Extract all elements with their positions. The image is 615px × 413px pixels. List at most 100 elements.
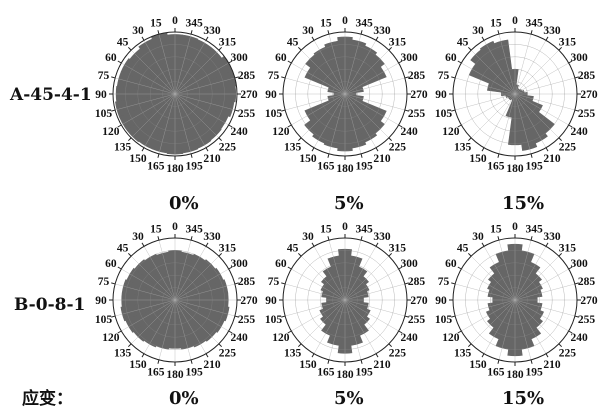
- rose-tick: [141, 353, 145, 358]
- rose-spoke: [143, 299, 176, 354]
- rose-spoke: [115, 299, 176, 317]
- rose-angle-label: 75: [98, 70, 110, 82]
- rose-tick: [467, 252, 472, 257]
- rose-angle-label: 30: [302, 231, 314, 243]
- rose-angle-label: 0: [342, 15, 348, 27]
- rose-angle-label: 90: [435, 295, 447, 307]
- rose-tick: [190, 153, 193, 158]
- rose-angle-label: 0: [172, 221, 178, 233]
- rose-tick: [457, 124, 462, 128]
- rose-spoke: [514, 93, 560, 139]
- rose-tick: [388, 137, 393, 142]
- rose-spoke: [143, 40, 176, 95]
- rose-angle-label: 15: [320, 224, 332, 236]
- rose-tick: [375, 36, 379, 41]
- rose-spoke: [174, 240, 192, 301]
- rose-tick: [545, 36, 549, 41]
- rose-ring: [477, 56, 553, 132]
- rose-angle-label: 315: [389, 37, 407, 49]
- rose-angle-label: 270: [580, 295, 598, 307]
- rose-angle-label: 270: [410, 89, 428, 101]
- rose-spoke: [300, 255, 346, 301]
- rose-angle-label: 300: [230, 52, 248, 64]
- rose-tick: [497, 359, 500, 364]
- rose-spoke: [291, 62, 346, 95]
- rose-tick: [311, 353, 315, 358]
- rose-tick: [497, 30, 500, 35]
- rose-spoke: [130, 299, 176, 345]
- rose-angle-label: 120: [272, 126, 290, 138]
- rose-spoke: [174, 93, 192, 154]
- rose-spoke: [174, 299, 229, 332]
- rose-tick: [234, 315, 239, 318]
- rose-tick: [568, 266, 573, 270]
- rose-angle-label: 135: [454, 347, 472, 359]
- rose-angle-label: 195: [186, 160, 204, 172]
- rose-angle-label: 180: [506, 163, 524, 175]
- rose-angle-label: 165: [317, 160, 335, 172]
- rose-spoke: [174, 255, 220, 301]
- rose-tick: [234, 76, 239, 79]
- rose-angle-label: 135: [114, 141, 132, 153]
- rose-angle-label: 330: [373, 25, 391, 37]
- rose-angle-label: 60: [275, 52, 287, 64]
- rose-tick: [451, 109, 456, 112]
- rose-angle-label: 195: [186, 366, 204, 378]
- rose-spoke: [344, 77, 405, 95]
- rose-tick: [190, 30, 193, 35]
- rose-spoke: [344, 299, 377, 354]
- rose-angle-label: 135: [114, 347, 132, 359]
- rose-angle-label: 15: [490, 224, 502, 236]
- rose-tick: [451, 282, 456, 285]
- rose-tick: [218, 343, 223, 348]
- rose-angle-label: 240: [400, 126, 418, 138]
- rose-spoke: [514, 34, 532, 95]
- rose-angle-label: 90: [95, 89, 107, 101]
- rose-tick: [481, 36, 485, 41]
- rose-spoke: [344, 283, 405, 301]
- rose-angle-label: 105: [265, 108, 283, 120]
- rose-ring: [295, 44, 395, 144]
- rose-spoke: [174, 62, 229, 95]
- rose-angle-label: 195: [356, 160, 374, 172]
- rose-tick: [287, 266, 292, 270]
- rose-tick: [228, 60, 233, 64]
- rose-angle-label: 75: [98, 276, 110, 288]
- rose-angle-label: 285: [408, 276, 426, 288]
- rose-angle-label: 90: [265, 89, 277, 101]
- rose-tick: [327, 153, 330, 158]
- rose-spoke: [514, 93, 575, 111]
- rose-angle-label: 240: [230, 126, 248, 138]
- rose-tick: [360, 30, 363, 35]
- rose-angle-label: 330: [543, 25, 561, 37]
- rose-spoke: [300, 49, 346, 95]
- row-label-a: A-45-4-1: [9, 85, 92, 105]
- rose-tick: [404, 109, 409, 112]
- rose-ring: [489, 68, 541, 120]
- rose-tick: [388, 252, 393, 257]
- rose-spoke: [174, 299, 207, 354]
- rose-spoke: [455, 299, 516, 317]
- rose-angle-label: 150: [129, 153, 147, 165]
- rose-tick: [141, 36, 145, 41]
- rose-tick: [281, 109, 286, 112]
- rose-spoke: [174, 246, 207, 301]
- rose-tick: [281, 76, 286, 79]
- rose-spoke: [115, 283, 176, 301]
- rose-spoke: [470, 49, 516, 95]
- rose-angle-label: 270: [240, 89, 258, 101]
- rose-angle-label: 150: [299, 359, 317, 371]
- rose-angle-label: 45: [457, 243, 469, 255]
- rose-tick: [234, 282, 239, 285]
- rose-tick: [467, 137, 472, 142]
- rose-tick: [467, 343, 472, 348]
- rose-angle-label: 300: [230, 258, 248, 270]
- rose-angle-label: 120: [442, 126, 460, 138]
- rose-tick: [218, 137, 223, 142]
- rose-spoke: [455, 77, 516, 95]
- rose-tick: [228, 124, 233, 128]
